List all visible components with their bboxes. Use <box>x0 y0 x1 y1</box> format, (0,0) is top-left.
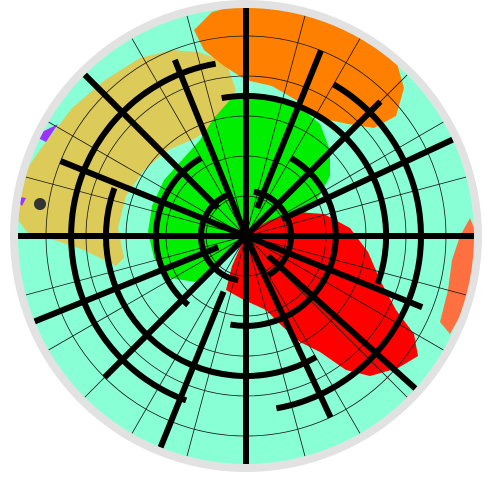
meridian-line <box>48 121 247 237</box>
grid-ring-arc <box>153 155 203 308</box>
grid-radial-line <box>243 99 383 239</box>
meridian-line <box>245 235 306 457</box>
grid-ring-arc <box>221 93 390 285</box>
meridian-line <box>245 176 467 237</box>
grid-ring-arc <box>68 60 217 404</box>
meridian-line <box>25 235 247 296</box>
meridian-line <box>245 235 467 296</box>
grid-radial-line <box>172 58 249 238</box>
meridian-line <box>186 15 247 237</box>
grid-ring-arc <box>198 190 239 284</box>
meridian-line <box>245 121 444 237</box>
meridian-line <box>245 235 444 351</box>
meridian-line <box>245 38 361 237</box>
grid-radial-line <box>243 234 334 419</box>
grid-radial-line <box>82 72 220 210</box>
city-marker-dot <box>34 198 46 210</box>
grid-radial-line <box>59 158 248 239</box>
grid-ring-arc <box>275 81 424 412</box>
meridian-line <box>245 15 306 237</box>
grid-ring-arc <box>102 187 318 379</box>
yellow-landmass <box>18 50 236 266</box>
red-landmass <box>226 212 418 376</box>
grid-radial-line <box>33 244 220 325</box>
grid-ring-arc <box>253 188 294 278</box>
grid-radial-line <box>280 136 454 222</box>
meridian-line <box>186 235 247 457</box>
grid-radial-line <box>102 233 249 380</box>
meridian-line <box>131 38 247 237</box>
grid-radial-line <box>157 290 227 449</box>
coral-landmass <box>440 218 474 334</box>
meridian-line <box>131 235 247 434</box>
meridian-line <box>25 176 247 237</box>
polar-grid <box>18 8 474 464</box>
meridian-line <box>245 235 361 434</box>
grid-radial-line <box>266 253 418 391</box>
grid-radial-line <box>254 49 324 210</box>
meridian-line <box>48 235 247 351</box>
grid-ring-arc <box>229 155 339 329</box>
grid-radial-line <box>244 233 424 310</box>
